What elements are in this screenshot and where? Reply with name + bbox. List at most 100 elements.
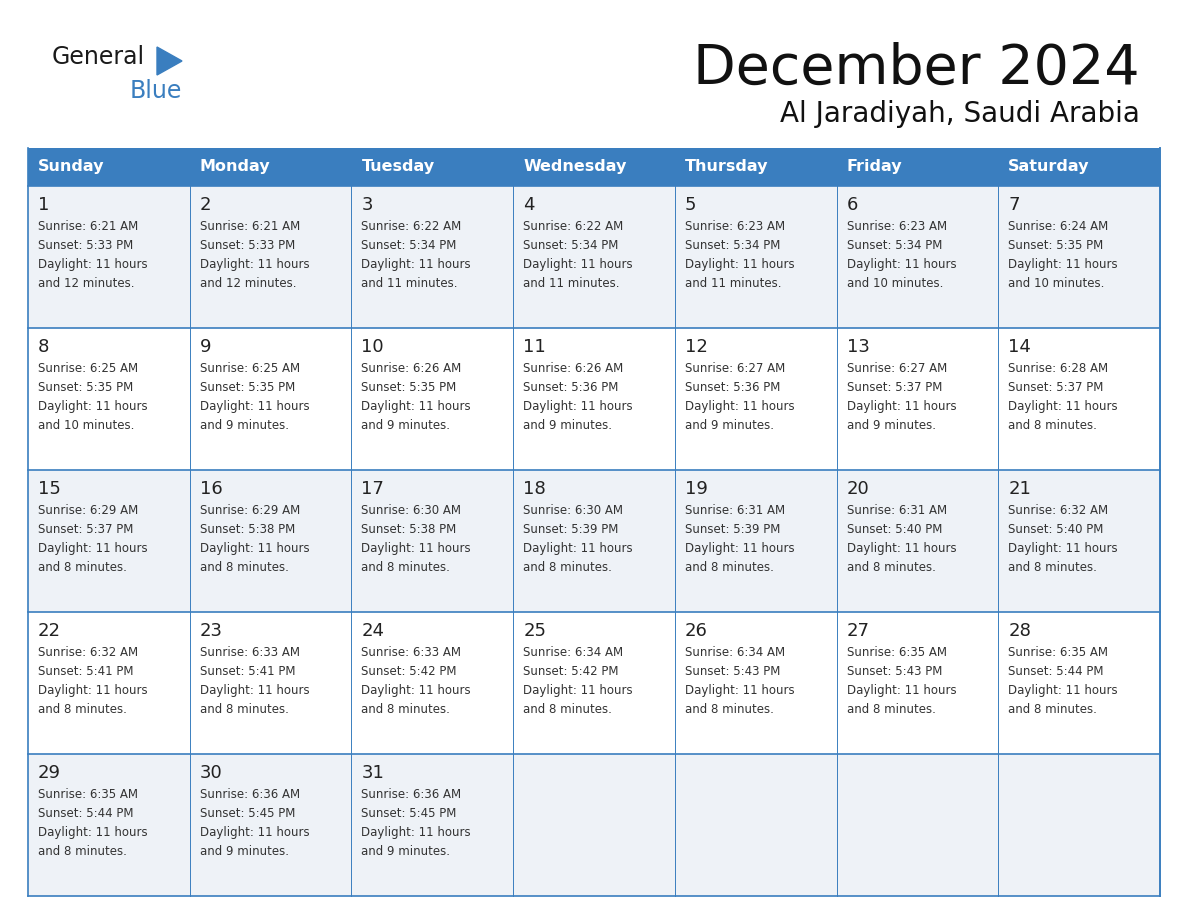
Text: Daylight: 11 hours: Daylight: 11 hours [38, 400, 147, 413]
Text: Sunrise: 6:30 AM: Sunrise: 6:30 AM [361, 504, 461, 517]
Text: 11: 11 [523, 338, 546, 356]
Text: 17: 17 [361, 480, 384, 498]
Text: Daylight: 11 hours: Daylight: 11 hours [200, 826, 309, 839]
Text: and 8 minutes.: and 8 minutes. [847, 703, 935, 716]
Text: Sunrise: 6:36 AM: Sunrise: 6:36 AM [361, 788, 462, 801]
Text: Sunrise: 6:21 AM: Sunrise: 6:21 AM [200, 220, 299, 233]
Text: Sunset: 5:34 PM: Sunset: 5:34 PM [684, 239, 781, 252]
Text: Daylight: 11 hours: Daylight: 11 hours [361, 400, 472, 413]
Text: and 8 minutes.: and 8 minutes. [200, 561, 289, 574]
Text: Sunset: 5:41 PM: Sunset: 5:41 PM [38, 665, 133, 678]
Text: Daylight: 11 hours: Daylight: 11 hours [684, 684, 795, 697]
Text: Daylight: 11 hours: Daylight: 11 hours [200, 400, 309, 413]
Text: Sunrise: 6:35 AM: Sunrise: 6:35 AM [38, 788, 138, 801]
Text: and 8 minutes.: and 8 minutes. [361, 703, 450, 716]
Text: 20: 20 [847, 480, 870, 498]
Text: Sunset: 5:36 PM: Sunset: 5:36 PM [684, 381, 781, 394]
Text: Sunset: 5:39 PM: Sunset: 5:39 PM [684, 523, 781, 536]
Text: Daylight: 11 hours: Daylight: 11 hours [684, 258, 795, 271]
Text: Sunrise: 6:22 AM: Sunrise: 6:22 AM [361, 220, 462, 233]
Text: Daylight: 11 hours: Daylight: 11 hours [847, 684, 956, 697]
Text: 15: 15 [38, 480, 61, 498]
Text: Sunrise: 6:31 AM: Sunrise: 6:31 AM [847, 504, 947, 517]
Text: Sunrise: 6:29 AM: Sunrise: 6:29 AM [200, 504, 299, 517]
Text: and 8 minutes.: and 8 minutes. [523, 703, 612, 716]
Text: 12: 12 [684, 338, 708, 356]
Text: 6: 6 [847, 196, 858, 214]
Text: Daylight: 11 hours: Daylight: 11 hours [38, 542, 147, 555]
Text: 4: 4 [523, 196, 535, 214]
Text: Sunset: 5:40 PM: Sunset: 5:40 PM [1009, 523, 1104, 536]
Text: Sunset: 5:40 PM: Sunset: 5:40 PM [847, 523, 942, 536]
Text: Sunset: 5:38 PM: Sunset: 5:38 PM [361, 523, 456, 536]
Text: Daylight: 11 hours: Daylight: 11 hours [200, 684, 309, 697]
Text: and 8 minutes.: and 8 minutes. [38, 703, 127, 716]
Text: Daylight: 11 hours: Daylight: 11 hours [361, 542, 472, 555]
Text: and 8 minutes.: and 8 minutes. [361, 561, 450, 574]
Text: Al Jaradiyah, Saudi Arabia: Al Jaradiyah, Saudi Arabia [781, 100, 1140, 128]
Text: and 11 minutes.: and 11 minutes. [361, 277, 457, 290]
Bar [29, 148, 1159, 186]
Text: Blue: Blue [129, 79, 183, 103]
Text: and 9 minutes.: and 9 minutes. [200, 419, 289, 432]
Text: Daylight: 11 hours: Daylight: 11 hours [200, 542, 309, 555]
Text: Thursday: Thursday [684, 160, 769, 174]
Text: and 10 minutes.: and 10 minutes. [38, 419, 134, 432]
Text: Daylight: 11 hours: Daylight: 11 hours [523, 400, 633, 413]
Text: Sunrise: 6:34 AM: Sunrise: 6:34 AM [684, 646, 785, 659]
Text: Sunset: 5:45 PM: Sunset: 5:45 PM [200, 807, 295, 820]
Text: and 10 minutes.: and 10 minutes. [847, 277, 943, 290]
Text: Daylight: 11 hours: Daylight: 11 hours [361, 826, 472, 839]
Text: Sunrise: 6:26 AM: Sunrise: 6:26 AM [523, 362, 624, 375]
Text: and 9 minutes.: and 9 minutes. [847, 419, 936, 432]
Text: Daylight: 11 hours: Daylight: 11 hours [361, 684, 472, 697]
Text: Sunset: 5:41 PM: Sunset: 5:41 PM [200, 665, 295, 678]
Text: and 8 minutes.: and 8 minutes. [684, 561, 773, 574]
Text: Sunrise: 6:30 AM: Sunrise: 6:30 AM [523, 504, 624, 517]
Text: 1: 1 [38, 196, 50, 214]
Text: Sunrise: 6:28 AM: Sunrise: 6:28 AM [1009, 362, 1108, 375]
Text: 8: 8 [38, 338, 50, 356]
Text: Sunrise: 6:26 AM: Sunrise: 6:26 AM [361, 362, 462, 375]
Text: Sunset: 5:37 PM: Sunset: 5:37 PM [38, 523, 133, 536]
Text: 13: 13 [847, 338, 870, 356]
Text: and 8 minutes.: and 8 minutes. [684, 703, 773, 716]
Text: and 10 minutes.: and 10 minutes. [1009, 277, 1105, 290]
Text: Sunrise: 6:36 AM: Sunrise: 6:36 AM [200, 788, 299, 801]
Text: 25: 25 [523, 622, 546, 640]
Text: 31: 31 [361, 764, 384, 782]
Text: Sunset: 5:42 PM: Sunset: 5:42 PM [361, 665, 457, 678]
Text: and 9 minutes.: and 9 minutes. [361, 845, 450, 858]
Text: Sunset: 5:38 PM: Sunset: 5:38 PM [200, 523, 295, 536]
Text: General: General [52, 45, 145, 69]
Text: and 8 minutes.: and 8 minutes. [1009, 561, 1098, 574]
Text: 10: 10 [361, 338, 384, 356]
Text: Daylight: 11 hours: Daylight: 11 hours [684, 542, 795, 555]
Text: Saturday: Saturday [1009, 160, 1089, 174]
Text: Daylight: 11 hours: Daylight: 11 hours [847, 542, 956, 555]
Text: Sunset: 5:34 PM: Sunset: 5:34 PM [523, 239, 619, 252]
Text: and 9 minutes.: and 9 minutes. [200, 845, 289, 858]
Text: Sunset: 5:45 PM: Sunset: 5:45 PM [361, 807, 457, 820]
Text: 3: 3 [361, 196, 373, 214]
Text: Sunrise: 6:24 AM: Sunrise: 6:24 AM [1009, 220, 1108, 233]
Text: 18: 18 [523, 480, 546, 498]
Text: Daylight: 11 hours: Daylight: 11 hours [684, 400, 795, 413]
Text: Monday: Monday [200, 160, 271, 174]
Text: Daylight: 11 hours: Daylight: 11 hours [523, 258, 633, 271]
Text: Sunset: 5:44 PM: Sunset: 5:44 PM [38, 807, 133, 820]
Text: 9: 9 [200, 338, 211, 356]
Text: Sunset: 5:35 PM: Sunset: 5:35 PM [200, 381, 295, 394]
Text: Sunrise: 6:33 AM: Sunrise: 6:33 AM [361, 646, 461, 659]
Text: 5: 5 [684, 196, 696, 214]
Text: Daylight: 11 hours: Daylight: 11 hours [847, 258, 956, 271]
Bar [29, 470, 1159, 612]
Text: Sunrise: 6:22 AM: Sunrise: 6:22 AM [523, 220, 624, 233]
Bar [29, 612, 1159, 754]
Text: Sunset: 5:33 PM: Sunset: 5:33 PM [200, 239, 295, 252]
Text: 27: 27 [847, 622, 870, 640]
Text: and 8 minutes.: and 8 minutes. [1009, 419, 1098, 432]
Text: Daylight: 11 hours: Daylight: 11 hours [38, 258, 147, 271]
Text: Daylight: 11 hours: Daylight: 11 hours [1009, 684, 1118, 697]
Text: Sunset: 5:44 PM: Sunset: 5:44 PM [1009, 665, 1104, 678]
